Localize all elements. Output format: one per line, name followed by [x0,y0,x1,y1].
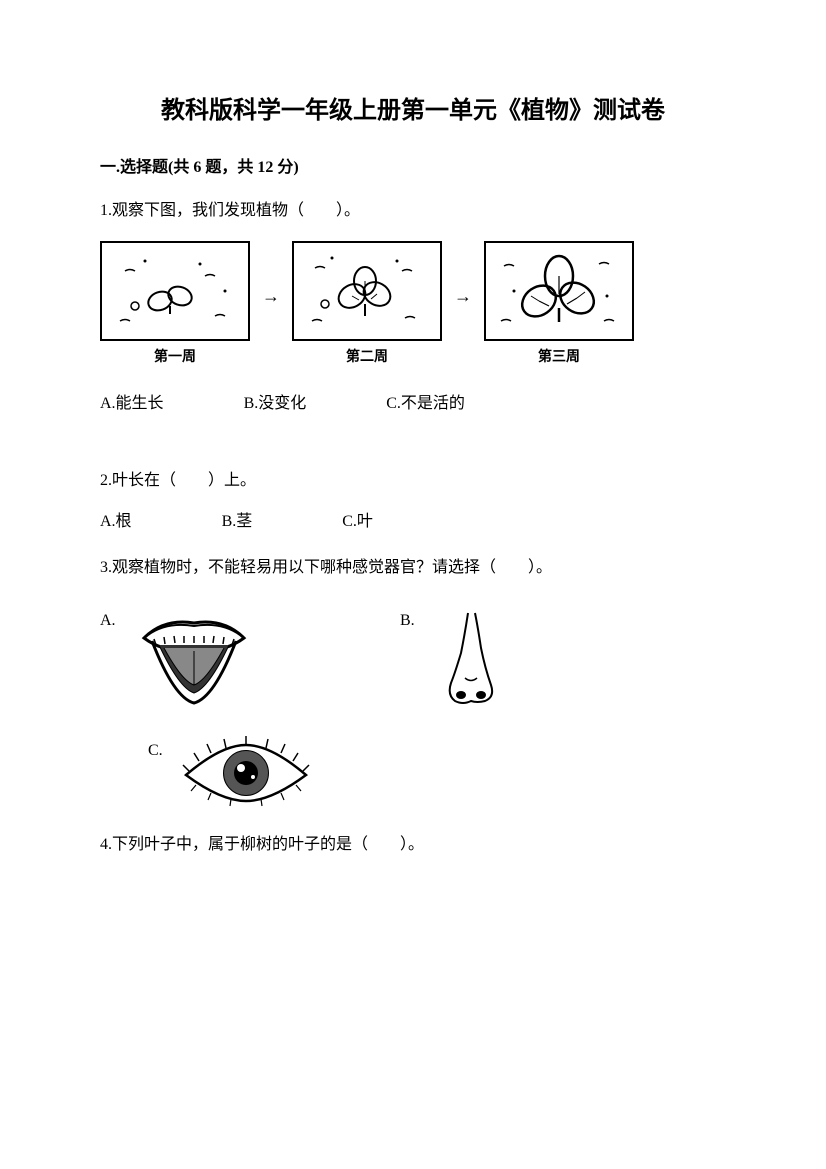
nose-icon [423,603,523,723]
q1-image-2: 第二周 [292,241,442,370]
q3-label-a: A. [100,603,116,636]
q1-image-1: 第一周 [100,241,250,370]
q3-label-c: C. [148,733,163,766]
arrow-icon: → [258,280,284,312]
q1-label-2: 第二周 [346,345,388,370]
q2-options: A.根 B.茎 C.叶 [100,508,726,537]
question-2: 2.叶长在（ ）上。 A.根 B.茎 C.叶 [100,467,726,537]
q1-option-a: A.能生长 [100,390,164,419]
mouth-icon [124,603,264,713]
section-header: 一.选择题(共 6 题，共 12 分) [100,153,726,177]
q3-label-b: B. [400,603,415,636]
page-title: 教科版科学一年级上册第一单元《植物》测试卷 [100,90,726,125]
question-1: 1.观察下图，我们发现植物（ ）。 第一周 [100,197,726,419]
arrow-icon: → [450,280,476,312]
q1-option-c: C.不是活的 [386,390,465,419]
q2-text: 2.叶长在（ ）上。 [100,467,726,496]
q2-option-b: B.茎 [222,508,253,537]
q3-option-a: A. [100,603,400,713]
q1-option-b: B.没变化 [244,390,307,419]
q1-image-3: 第三周 [484,241,634,370]
question-3: 3.观察植物时，不能轻易用以下哪种感觉器官？请选择（ ）。 A. B. [100,554,726,813]
q3-text: 3.观察植物时，不能轻易用以下哪种感觉器官？请选择（ ）。 [100,554,726,583]
q4-text: 4.下列叶子中，属于柳树的叶子的是（ ）。 [100,831,726,860]
q3-option-b: B. [400,603,523,723]
q1-label-1: 第一周 [154,345,196,370]
question-4: 4.下列叶子中，属于柳树的叶子的是（ ）。 [100,831,726,860]
q1-text: 1.观察下图，我们发现植物（ ）。 [100,197,726,226]
q1-label-3: 第三周 [538,345,580,370]
q1-image-row: 第一周 → [100,241,726,370]
q2-option-c: C.叶 [342,508,373,537]
eye-icon [171,733,321,813]
q3-option-c: C. [148,733,726,813]
q1-options: A.能生长 B.没变化 C.不是活的 [100,390,726,419]
q2-option-a: A.根 [100,508,132,537]
